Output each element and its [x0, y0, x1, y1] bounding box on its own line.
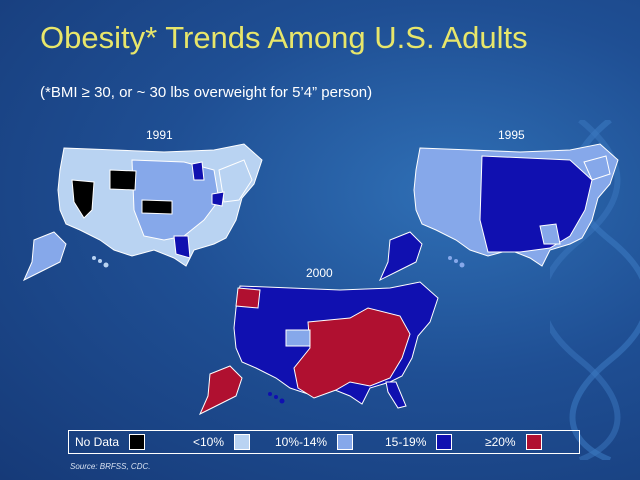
legend-label: No Data	[75, 435, 120, 449]
legend-swatch	[436, 434, 453, 450]
map-year-label-2000: 2000	[306, 266, 333, 280]
map-year-label-1995: 1995	[498, 128, 525, 142]
legend-label: 15-19%	[385, 435, 427, 449]
legend-item-15-19: 15-19%	[377, 434, 477, 450]
slide-subtitle: (*BMI ≥ 30, or ~ 30 lbs overweight for 5…	[40, 84, 373, 101]
legend-swatch	[525, 434, 542, 450]
legend-item-nodata: No Data	[75, 434, 175, 450]
us-map-1991	[22, 143, 263, 282]
legend-swatch	[337, 434, 354, 450]
legend-swatch	[234, 434, 251, 450]
legend-item-lt10: <10%	[175, 434, 267, 450]
legend: No Data <10% 10%-14% 15-19% ≥20%	[68, 430, 580, 454]
legend-label: <10%	[193, 435, 225, 449]
source-citation: Source: BRFSS, CDC.	[70, 462, 151, 471]
map-year-label-1991: 1991	[146, 128, 173, 142]
us-map-2000	[198, 281, 439, 416]
legend-item-10-14: 10%-14%	[267, 434, 377, 450]
legend-item-ge20: ≥20%	[477, 434, 567, 450]
legend-label: ≥20%	[485, 435, 516, 449]
us-map-1995	[378, 143, 619, 282]
legend-label: 10%-14%	[275, 435, 328, 449]
slide-title: Obesity* Trends Among U.S. Adults	[40, 20, 528, 55]
legend-swatch	[129, 434, 146, 450]
